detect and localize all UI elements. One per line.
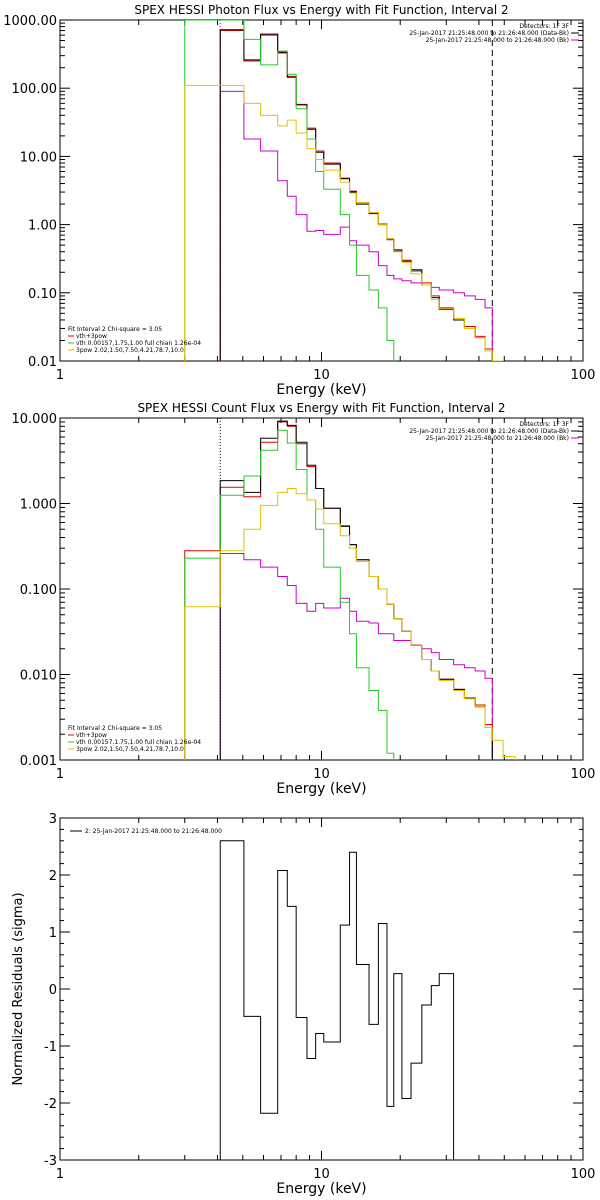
legend-top-entry: 25-Jan-2017 21:25:48.000 to 21:26:48.000… <box>426 37 569 44</box>
series-line-4 <box>184 84 504 361</box>
legend-top-entry: 25-Jan-2017 21:25:48.000 to 21:26:48.000… <box>426 435 569 442</box>
y-tick-label: 0.010 <box>20 669 57 684</box>
y-tick-label: 0 <box>49 983 57 998</box>
chart-title: SPEX HESSI Photon Flux vs Energy with Fi… <box>134 3 508 17</box>
legend-top-entry: Detectors: 1F 3F <box>519 23 569 30</box>
y-tick-label: 0.001 <box>20 754 57 769</box>
count-flux-panel: SPEX HESSI Count Flux vs Energy with Fit… <box>12 401 596 797</box>
legend-bottom-entry: vth 0.00157,1.75,1.00 full chian 1.26e-0… <box>76 739 201 746</box>
x-tick-label: 100 <box>571 767 596 782</box>
y-tick-label: 1000.00 <box>3 14 57 29</box>
series-line-3 <box>184 429 395 760</box>
y-tick-label: 100.00 <box>12 82 58 97</box>
series-group <box>219 840 455 1160</box>
x-tick-label: 1 <box>56 1167 64 1182</box>
y-tick-label: -3 <box>44 1154 57 1169</box>
legend-top-entry: Detectors: 1F 3F <box>519 421 569 428</box>
legend-entry: 2: 25-Jan-2017 21:25:48.000 to 21:26:48.… <box>85 828 222 835</box>
y-axis-label: Normalized Residuals (sigma) <box>11 892 26 1085</box>
x-axis-label: Energy (keV) <box>276 781 366 797</box>
y-tick-label: -1 <box>44 1040 57 1055</box>
series-line-1 <box>184 421 493 760</box>
legend-bottom-entry: vth+3pow <box>76 732 107 739</box>
photon-flux-panel: SPEX HESSI Photon Flux vs Energy with Fi… <box>3 3 595 398</box>
x-tick-label: 10 <box>313 368 330 383</box>
y-tick-label: 1 <box>49 926 57 941</box>
legend-bottom-entry: vth 0.00157,1.75,1.00 full chian 1.26e-0… <box>76 340 201 347</box>
residuals-panel: 1 10 100 Energy (keV) -3 -2 -1 0 1 2 3 Normalized R… <box>11 812 595 1197</box>
x-tick-label: 10 <box>313 767 330 782</box>
chart-title: SPEX HESSI Count Flux vs Energy with Fit… <box>137 401 505 415</box>
legend-bottom-entry: 3pow 2.02,1.50,7.50,4.21,78.7,10.0 <box>76 746 184 753</box>
series-line-3 <box>184 20 395 361</box>
x-tick-label: 1 <box>56 767 64 782</box>
plot-frame <box>59 417 584 761</box>
legend-bottom-entry: Fit Interval 2 Chi-square = 3.05 <box>68 326 162 333</box>
y-tick-label: 10.000 <box>12 412 58 427</box>
x-axis-label: Energy (keV) <box>276 1181 366 1197</box>
series-line-0 <box>219 90 493 361</box>
plot-frame <box>59 19 584 362</box>
y-tick-label: 1.00 <box>28 219 57 234</box>
legend-bottom-entry: Fit Interval 2 Chi-square = 3.05 <box>68 725 162 732</box>
x-tick-label: 100 <box>571 368 596 383</box>
series-group <box>184 20 504 361</box>
series-line-4 <box>184 487 516 760</box>
plot-frame <box>59 817 584 1161</box>
y-tick-label: 0.01 <box>28 355 57 370</box>
y-tick-label: -2 <box>44 1097 57 1112</box>
x-tick-label: 1 <box>56 368 64 383</box>
y-tick-label: 3 <box>49 812 57 827</box>
x-axis-label: Energy (keV) <box>276 382 366 398</box>
y-tick-label: 0.10 <box>28 287 57 302</box>
series-line-0 <box>219 553 493 760</box>
y-tick-label: 1.000 <box>20 498 57 513</box>
x-tick-label: 100 <box>571 1167 596 1182</box>
y-tick-label: 10.00 <box>20 150 57 165</box>
legend-top-entry: 25-Jan-2017 21:25:48.000 to 21:26:48.000… <box>409 428 569 435</box>
y-tick-label: 2 <box>49 869 57 884</box>
series-line-0 <box>219 840 455 1160</box>
legend-bottom-entry: vth+3pow <box>76 333 107 340</box>
legend-top-entry: 25-Jan-2017 21:25:48.000 to 21:26:48.000… <box>409 30 569 37</box>
y-tick-label: 0.100 <box>20 583 57 598</box>
series-group <box>184 420 516 760</box>
x-tick-label: 10 <box>313 1167 330 1182</box>
legend-bottom-entry: 3pow 2.02,1.50,7.50,4.21,78.7,10.0 <box>76 347 184 354</box>
